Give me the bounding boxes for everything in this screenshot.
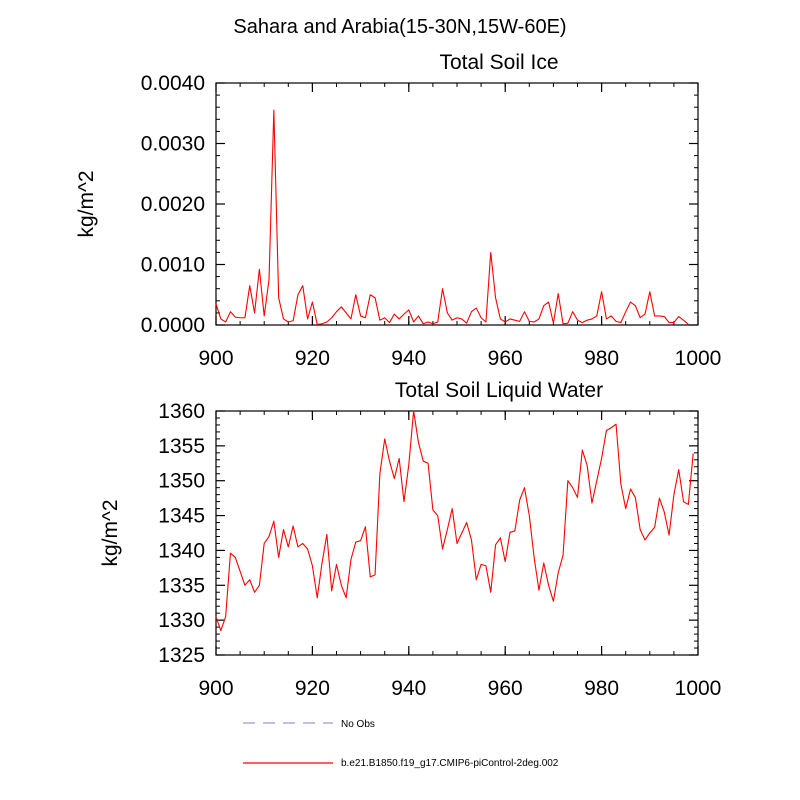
x-tick-label: 1000	[675, 347, 722, 370]
y-tick-label: 0.0030	[141, 133, 205, 156]
plot-frame	[215, 82, 699, 326]
panel-total-soil-ice: Total Soil Ice 900 920 940 960 980 1000 0.0000 0…	[75, 51, 721, 370]
x-tick-label: 940	[391, 677, 426, 700]
x-tick-label: 980	[584, 677, 619, 700]
legend: No Obs b.e21.B1850.f19_g17.CMIP6-piContr…	[243, 719, 559, 769]
y-tick-label: 1350	[158, 470, 205, 493]
x-tick-label: 980	[584, 347, 619, 370]
chart-title: Total Soil Liquid Water	[395, 379, 603, 402]
x-tick-label: 900	[198, 677, 233, 700]
x-tick-label: 960	[488, 677, 523, 700]
x-tick-label: 960	[488, 347, 523, 370]
x-tick-label: 900	[198, 347, 233, 370]
series-line	[215, 109, 689, 325]
y-tick-label: 0.0000	[141, 314, 205, 337]
legend-label-no-obs: No Obs	[341, 719, 375, 730]
figure-suptitle: Sahara and Arabia(15-30N,15W-60E)	[233, 16, 566, 38]
plot-frame	[215, 410, 699, 656]
x-tick-label: 920	[295, 347, 330, 370]
y-tick-label: 1360	[158, 400, 205, 423]
y-tick-label: 1345	[158, 505, 205, 528]
y-tick-label: 1325	[158, 644, 205, 667]
y-tick-label: 1340	[158, 539, 205, 562]
y-tick-label: 0.0040	[141, 72, 205, 95]
y-tick-label: 0.0010	[141, 254, 205, 277]
y-tick-label: 1330	[158, 609, 205, 632]
series-line	[215, 410, 694, 632]
y-axis-label: kg/m^2	[99, 499, 122, 566]
y-tick-label: 1355	[158, 435, 205, 458]
x-tick-label: 1000	[675, 677, 722, 700]
x-tick-label: 920	[295, 677, 330, 700]
chart-title: Total Soil Ice	[439, 51, 558, 74]
y-tick-label: 1335	[158, 574, 205, 597]
panel-total-soil-liquid-water: Total Soil Liquid Water 900 920 940 960 980 10…	[99, 379, 721, 700]
legend-label-model: b.e21.B1850.f19_g17.CMIP6-piControl-2deg…	[341, 758, 559, 769]
x-tick-label: 940	[391, 347, 426, 370]
y-axis-label: kg/m^2	[75, 170, 98, 237]
y-tick-label: 0.0020	[141, 193, 205, 216]
